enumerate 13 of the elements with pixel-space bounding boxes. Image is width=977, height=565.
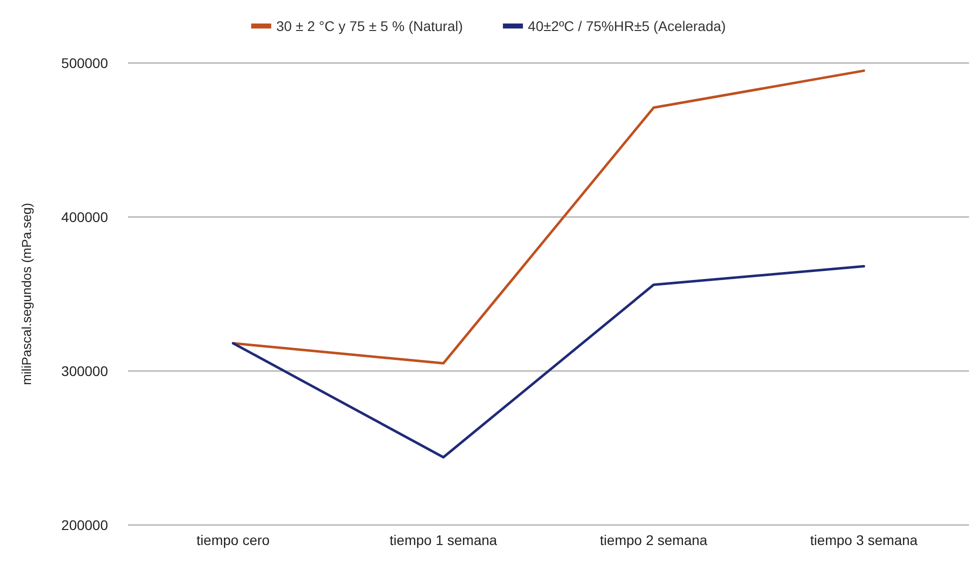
line-series: [232, 265, 866, 458]
legend-label: 30 ± 2 °C y 75 ± 5 % (Natural): [276, 18, 463, 34]
legend-label: 40±2ºC / 75%HR±5 (Acelerada): [528, 18, 726, 34]
x-tick-label: tiempo 3 semana: [810, 532, 918, 548]
y-tick-label: 400000: [61, 209, 108, 225]
y-tick-label: 500000: [61, 55, 108, 71]
y-axis-title: miliPascal.segundos (mPa.seg): [19, 202, 34, 386]
x-tick-label: tiempo 2 semana: [600, 532, 708, 548]
y-tick-label: 300000: [61, 363, 108, 379]
y-tick-label: 200000: [61, 517, 108, 533]
x-tick-label: tiempo 1 semana: [390, 532, 498, 548]
x-tick-label: tiempo cero: [196, 532, 270, 548]
line-series: [232, 69, 866, 365]
